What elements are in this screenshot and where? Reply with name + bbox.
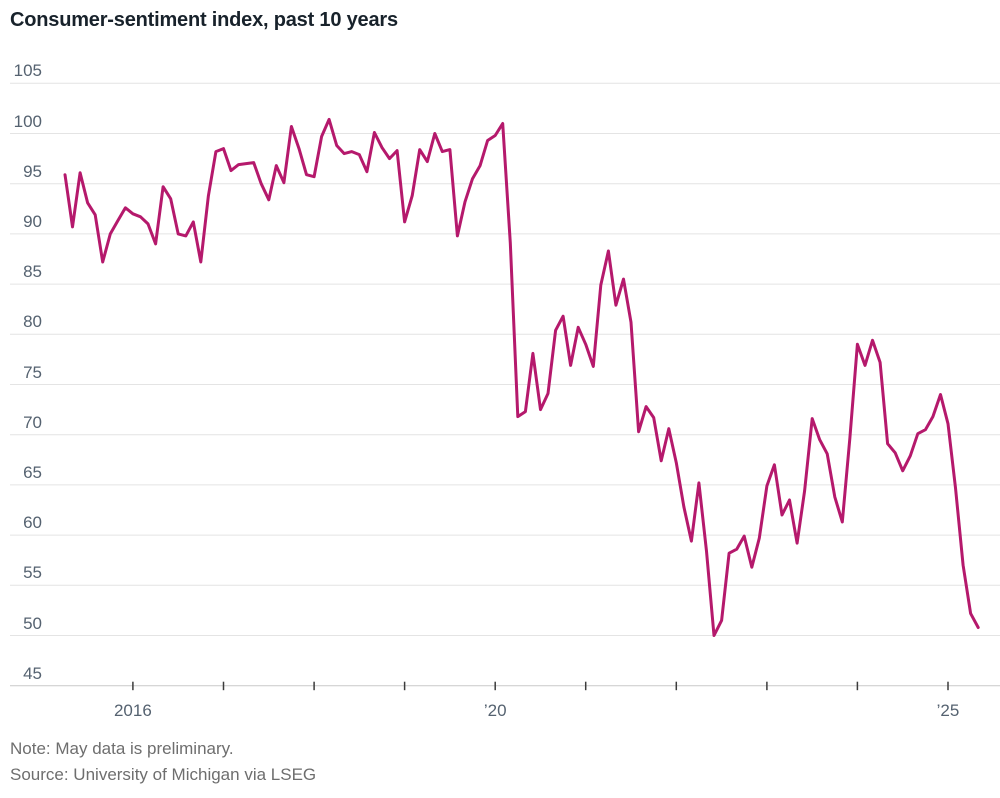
y-axis-label-65: 65 [23, 462, 42, 482]
y-axis-label-70: 70 [23, 412, 42, 432]
chart-title: Consumer-sentiment index, past 10 years [10, 9, 398, 31]
chart-note: Note: May data is preliminary. [10, 739, 234, 758]
line-chart-plot [10, 82, 1000, 691]
x-axis-label-2025: ’25 [936, 701, 960, 720]
y-axis-label-60: 60 [23, 513, 42, 533]
y-axis-label-90: 90 [23, 211, 42, 231]
x-axis-label-2020: ’20 [483, 701, 507, 720]
chart-source: Source: University of Michigan via LSEG [10, 765, 317, 784]
sentiment-line [63, 117, 980, 637]
y-axis-label-55: 55 [23, 563, 42, 583]
y-axis-label-80: 80 [23, 312, 42, 332]
y-axis-label-75: 75 [23, 362, 42, 382]
y-axis-label-45: 45 [23, 663, 42, 683]
y-axis-label-105: 105 [13, 61, 42, 81]
y-axis-label-50: 50 [23, 613, 42, 633]
y-axis-label-85: 85 [23, 262, 42, 282]
x-axis-label-2016: 2016 [113, 701, 152, 720]
y-axis-label-100: 100 [13, 111, 42, 131]
y-axis-label-95: 95 [23, 161, 42, 181]
